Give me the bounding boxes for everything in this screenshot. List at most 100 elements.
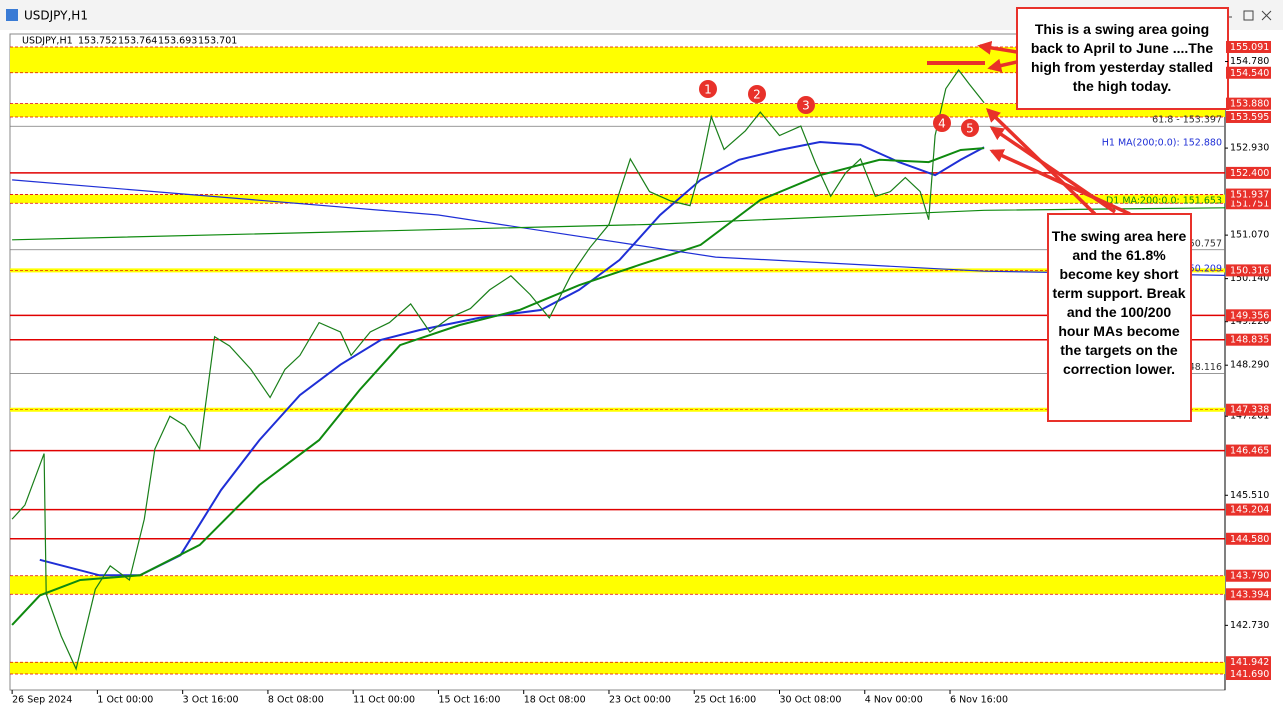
zone	[10, 575, 1225, 595]
swing-point-label: 5	[966, 122, 974, 136]
level-tag-label: 155.091	[1230, 42, 1269, 53]
level-tag-label: 144.580	[1230, 534, 1269, 545]
reference-label: 150.757	[1183, 238, 1222, 249]
window-title: USDJPY,H1	[24, 9, 88, 23]
level-tag-label: 154.540	[1230, 68, 1269, 79]
x-tick-label: 23 Oct 00:00	[609, 695, 671, 706]
level-tag-label: 152.400	[1230, 168, 1269, 179]
level-tag	[1226, 66, 1271, 79]
level-tag	[1226, 309, 1271, 322]
ma-label: H1 MA(200;0.0): 152.880	[1102, 138, 1222, 149]
swing-point	[933, 114, 951, 132]
reference-label: 148.116	[1183, 362, 1222, 373]
x-tick-label: 3 Oct 16:00	[183, 695, 239, 706]
level-tag	[1226, 668, 1271, 681]
y-tick-label: 145.510	[1230, 490, 1269, 501]
level-tag-label: 148.835	[1230, 335, 1269, 346]
annotations: 1 2 3 4 5 This is a swing area going back to A…	[699, 21, 1213, 377]
level-tag	[1226, 532, 1271, 545]
maximize-button[interactable]	[1243, 10, 1254, 21]
arrows	[977, 40, 1131, 216]
annotation-box	[1016, 7, 1229, 110]
swing-point	[797, 96, 815, 114]
level-tag	[1226, 264, 1271, 277]
level-tag-label: 153.595	[1230, 112, 1269, 123]
moving-average	[12, 207, 1226, 241]
arrow	[977, 40, 1018, 55]
level-tag	[1226, 588, 1271, 601]
level-tag	[1226, 403, 1271, 416]
ohlc-value: 153.693	[158, 36, 197, 47]
level-tag	[1226, 569, 1271, 582]
level-tag	[1226, 188, 1271, 201]
window-icon	[6, 9, 18, 21]
x-tick-label: 6 Nov 16:00	[950, 695, 1008, 706]
swing-point-label: 4	[938, 117, 946, 131]
annotation-box	[1047, 213, 1192, 422]
level-tag-label: 145.204	[1230, 505, 1269, 516]
swing-point	[961, 119, 979, 137]
level-tag-label: 143.394	[1230, 589, 1269, 600]
level-tag-label: 150.316	[1230, 265, 1269, 276]
level-tag	[1226, 97, 1271, 110]
y-tick-label: 151.070	[1230, 230, 1269, 241]
moving-average	[39, 140, 985, 577]
x-tick-label: 8 Oct 08:00	[268, 695, 324, 706]
swing-point-label: 3	[802, 99, 810, 113]
x-tick-label: 25 Oct 16:00	[694, 695, 756, 706]
ma-label: 150.209	[1183, 264, 1222, 275]
annotation-text: The swing area here and the 61.8% become k…	[1052, 228, 1187, 377]
level-tag-label: 141.942	[1230, 657, 1269, 668]
level-tag-label: 153.880	[1230, 99, 1269, 110]
level-tag-label: 147.338	[1230, 405, 1269, 416]
level-tag-label: 143.790	[1230, 571, 1269, 582]
level-tag	[1226, 503, 1271, 516]
level-tag-label: 151.751	[1230, 198, 1269, 209]
ohlc-value: 153.764	[118, 36, 157, 47]
level-tag	[1226, 444, 1271, 457]
x-tick-label: 18 Oct 08:00	[524, 695, 586, 706]
plot-layer: 61.8 - 153.397 150.757 148.116 H1 MA(200;0.…	[10, 46, 1226, 675]
price-line	[11, 68, 985, 671]
zone	[10, 662, 1225, 675]
level-tag	[1226, 333, 1271, 346]
swing-point	[699, 80, 717, 98]
ohlc-value: 153.752	[78, 36, 117, 47]
x-tick-label: 15 Oct 16:00	[438, 695, 500, 706]
x-tick-label: 30 Oct 08:00	[780, 695, 842, 706]
x-tick-label: 11 Oct 00:00	[353, 695, 415, 706]
reference-label: 61.8 - 153.397	[1152, 115, 1222, 126]
annotation-text: This is a swing area going back to April …	[1031, 21, 1213, 94]
level-tag-label: 149.356	[1230, 310, 1269, 321]
x-tick-label: 26 Sep 2024	[12, 695, 72, 706]
ohlc-values: 153.752 153.764 153.693 153.701	[78, 36, 237, 47]
level-tag	[1226, 656, 1271, 669]
x-tick-label: 4 Nov 00:00	[865, 695, 923, 706]
level-tag	[1226, 166, 1271, 179]
zone	[10, 103, 1225, 117]
level-tag-label: 151.937	[1230, 190, 1269, 201]
x-tick-label: 1 Oct 00:00	[97, 695, 153, 706]
swing-point-label: 2	[753, 88, 761, 102]
moving-average	[11, 147, 985, 626]
arrow	[989, 149, 1131, 216]
swing-point	[748, 85, 766, 103]
y-tick-label: 149.220	[1230, 316, 1269, 327]
level-tag	[1226, 40, 1271, 53]
level-tag-label: 146.465	[1230, 446, 1269, 457]
y-tick-label: 148.290	[1230, 360, 1269, 371]
ma-label: D1 MA:200:0.0: 151.653	[1106, 196, 1222, 207]
y-tick-label: 154.780	[1230, 56, 1269, 67]
ohlc-value: 153.701	[198, 36, 237, 47]
close-button[interactable]	[1261, 10, 1272, 21]
arrow	[987, 58, 1018, 73]
level-tag-label: 141.690	[1230, 669, 1269, 680]
symbol-label: USDJPY,H1	[22, 36, 73, 47]
y-tick-label: 147.201	[1230, 411, 1269, 422]
y-tick-label: 150.140	[1230, 273, 1269, 284]
level-tag	[1226, 110, 1271, 123]
y-tick-label: 152.930	[1230, 143, 1269, 154]
y-tick-label: 142.730	[1230, 620, 1269, 631]
swing-point-label: 1	[704, 83, 712, 97]
